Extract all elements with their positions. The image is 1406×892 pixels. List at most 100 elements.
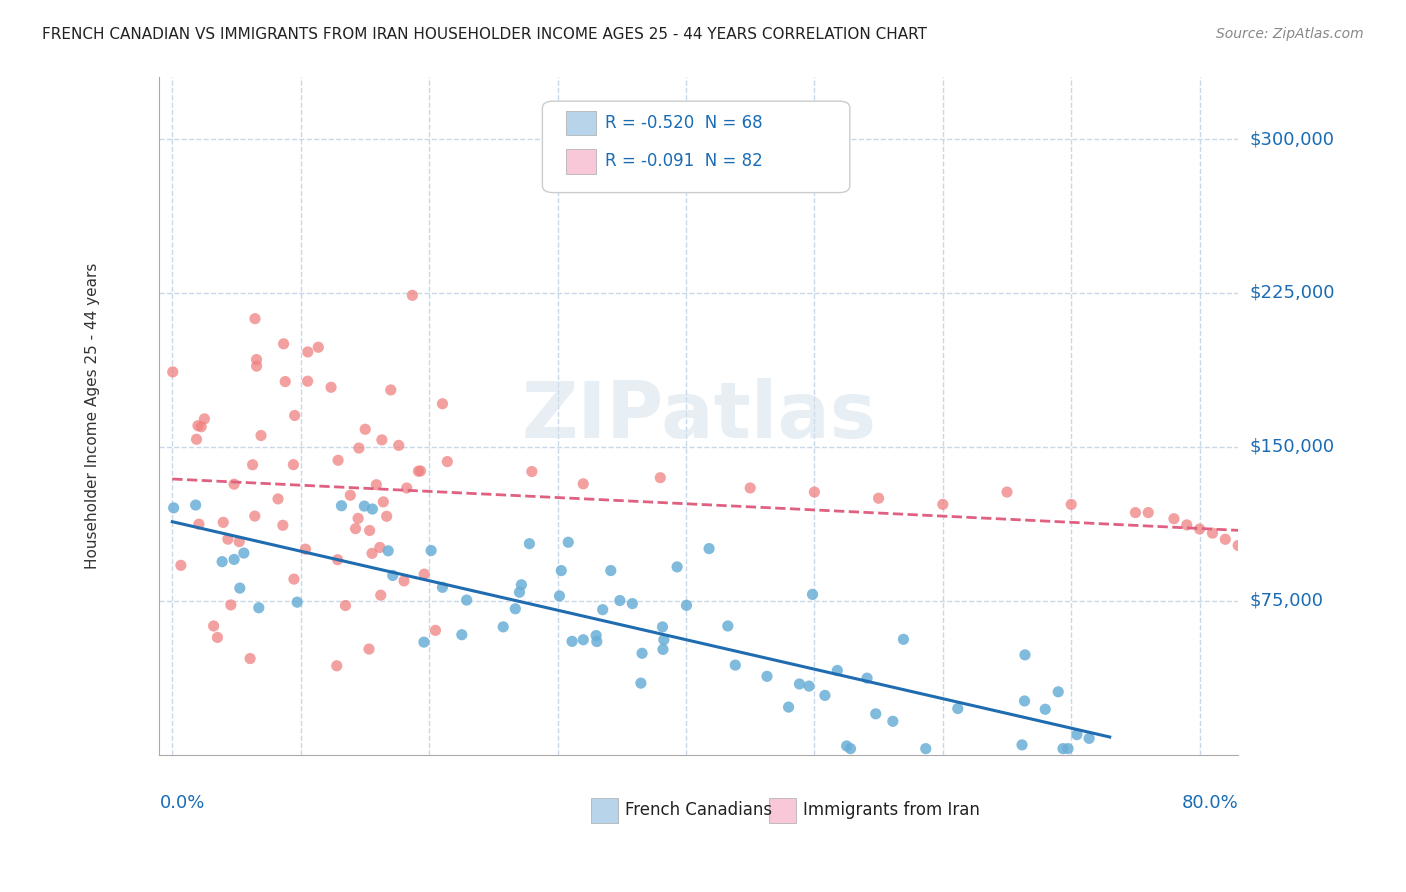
Point bbox=[1057, 741, 1080, 756]
Point bbox=[330, 499, 353, 513]
FancyBboxPatch shape bbox=[769, 798, 796, 822]
Point bbox=[585, 634, 607, 648]
Point bbox=[1253, 567, 1275, 582]
Point bbox=[381, 568, 404, 582]
Text: $150,000: $150,000 bbox=[1250, 438, 1334, 456]
Point bbox=[1060, 497, 1083, 511]
Point bbox=[162, 365, 184, 379]
Point bbox=[163, 500, 186, 515]
Point bbox=[1014, 694, 1036, 708]
Point bbox=[371, 433, 394, 447]
Point bbox=[285, 595, 308, 609]
Text: $300,000: $300,000 bbox=[1250, 130, 1334, 148]
Point bbox=[803, 485, 825, 500]
Point bbox=[932, 497, 955, 511]
Point bbox=[294, 542, 316, 557]
Text: $225,000: $225,000 bbox=[1250, 284, 1334, 302]
FancyBboxPatch shape bbox=[543, 101, 849, 193]
Point bbox=[283, 572, 305, 586]
Point bbox=[335, 599, 357, 613]
Point bbox=[347, 511, 370, 525]
Point bbox=[995, 485, 1018, 500]
Text: 0.0%: 0.0% bbox=[159, 794, 205, 812]
Point bbox=[373, 495, 395, 509]
Point bbox=[392, 574, 415, 588]
Point bbox=[801, 587, 824, 601]
Point bbox=[347, 441, 370, 455]
Point bbox=[307, 340, 329, 354]
Point bbox=[212, 516, 235, 530]
Point bbox=[1033, 702, 1056, 716]
Point bbox=[946, 701, 969, 715]
Point bbox=[1078, 731, 1101, 746]
Point bbox=[675, 599, 697, 613]
Point bbox=[814, 689, 837, 703]
Point bbox=[186, 432, 208, 446]
Point bbox=[425, 624, 447, 638]
Point bbox=[1213, 533, 1236, 547]
Point bbox=[666, 560, 689, 574]
Point bbox=[1047, 685, 1070, 699]
Point bbox=[222, 477, 245, 491]
Point bbox=[193, 412, 215, 426]
Point bbox=[650, 471, 672, 485]
Point bbox=[243, 311, 266, 326]
Point bbox=[267, 491, 290, 506]
Point bbox=[217, 532, 239, 546]
Point bbox=[651, 620, 673, 634]
Point bbox=[1227, 538, 1250, 552]
Point bbox=[561, 634, 583, 648]
Point bbox=[778, 700, 800, 714]
Point bbox=[1253, 553, 1275, 567]
Point bbox=[1014, 648, 1036, 662]
Point bbox=[432, 580, 454, 594]
Point bbox=[652, 632, 675, 647]
Point bbox=[229, 581, 252, 595]
Point bbox=[1201, 526, 1223, 541]
Point bbox=[572, 632, 595, 647]
Point bbox=[273, 336, 295, 351]
Point bbox=[717, 619, 740, 633]
Point bbox=[914, 741, 936, 756]
Point bbox=[413, 567, 436, 582]
Point bbox=[1011, 738, 1033, 752]
FancyBboxPatch shape bbox=[567, 111, 596, 135]
Text: French Canadians: French Canadians bbox=[626, 801, 772, 820]
Point bbox=[247, 600, 270, 615]
Point bbox=[239, 651, 262, 665]
Point bbox=[380, 383, 402, 397]
Point bbox=[202, 619, 225, 633]
Point bbox=[436, 454, 458, 468]
Point bbox=[856, 671, 879, 685]
Point bbox=[548, 589, 571, 603]
Point bbox=[211, 555, 233, 569]
Point bbox=[326, 658, 349, 673]
Point bbox=[1175, 517, 1198, 532]
Point bbox=[339, 488, 361, 502]
Point bbox=[377, 544, 399, 558]
Text: Householder Income Ages 25 - 44 years: Householder Income Ages 25 - 44 years bbox=[86, 263, 100, 569]
Point bbox=[572, 476, 595, 491]
Point bbox=[1240, 542, 1263, 557]
Point bbox=[599, 564, 621, 578]
Point bbox=[450, 628, 472, 642]
Text: $75,000: $75,000 bbox=[1250, 592, 1323, 610]
Point bbox=[797, 679, 820, 693]
Text: R = -0.091  N = 82: R = -0.091 N = 82 bbox=[605, 153, 762, 170]
Point bbox=[756, 669, 779, 683]
Point bbox=[592, 602, 614, 616]
Point bbox=[413, 635, 436, 649]
Point bbox=[456, 593, 478, 607]
Point bbox=[250, 428, 273, 442]
Point bbox=[361, 502, 384, 516]
Point bbox=[357, 642, 380, 657]
Text: Source: ZipAtlas.com: Source: ZipAtlas.com bbox=[1216, 27, 1364, 41]
Point bbox=[740, 481, 762, 495]
Point bbox=[319, 380, 342, 394]
Point bbox=[170, 558, 193, 573]
Point bbox=[297, 374, 319, 388]
Point bbox=[326, 453, 349, 467]
Point bbox=[232, 546, 254, 560]
Point bbox=[359, 524, 381, 538]
Point bbox=[652, 642, 675, 657]
